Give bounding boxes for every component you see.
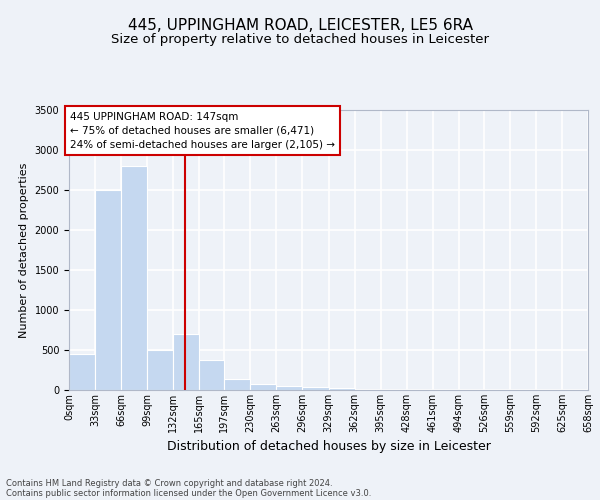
Bar <box>277 386 302 390</box>
Bar <box>302 387 329 390</box>
Y-axis label: Number of detached properties: Number of detached properties <box>19 162 29 338</box>
Bar <box>199 360 224 390</box>
Bar <box>250 384 277 390</box>
Bar <box>224 379 250 390</box>
Text: Contains public sector information licensed under the Open Government Licence v3: Contains public sector information licen… <box>6 488 371 498</box>
Bar <box>147 350 173 390</box>
Bar <box>329 388 355 390</box>
Text: 445, UPPINGHAM ROAD, LEICESTER, LE5 6RA: 445, UPPINGHAM ROAD, LEICESTER, LE5 6RA <box>128 18 473 32</box>
X-axis label: Distribution of detached houses by size in Leicester: Distribution of detached houses by size … <box>167 440 490 454</box>
Bar <box>121 166 147 390</box>
Bar <box>69 354 95 390</box>
Bar <box>173 334 199 390</box>
Text: 445 UPPINGHAM ROAD: 147sqm
← 75% of detached houses are smaller (6,471)
24% of s: 445 UPPINGHAM ROAD: 147sqm ← 75% of deta… <box>70 112 335 150</box>
Text: Contains HM Land Registry data © Crown copyright and database right 2024.: Contains HM Land Registry data © Crown c… <box>6 478 332 488</box>
Text: Size of property relative to detached houses in Leicester: Size of property relative to detached ho… <box>111 32 489 46</box>
Bar <box>95 190 121 390</box>
